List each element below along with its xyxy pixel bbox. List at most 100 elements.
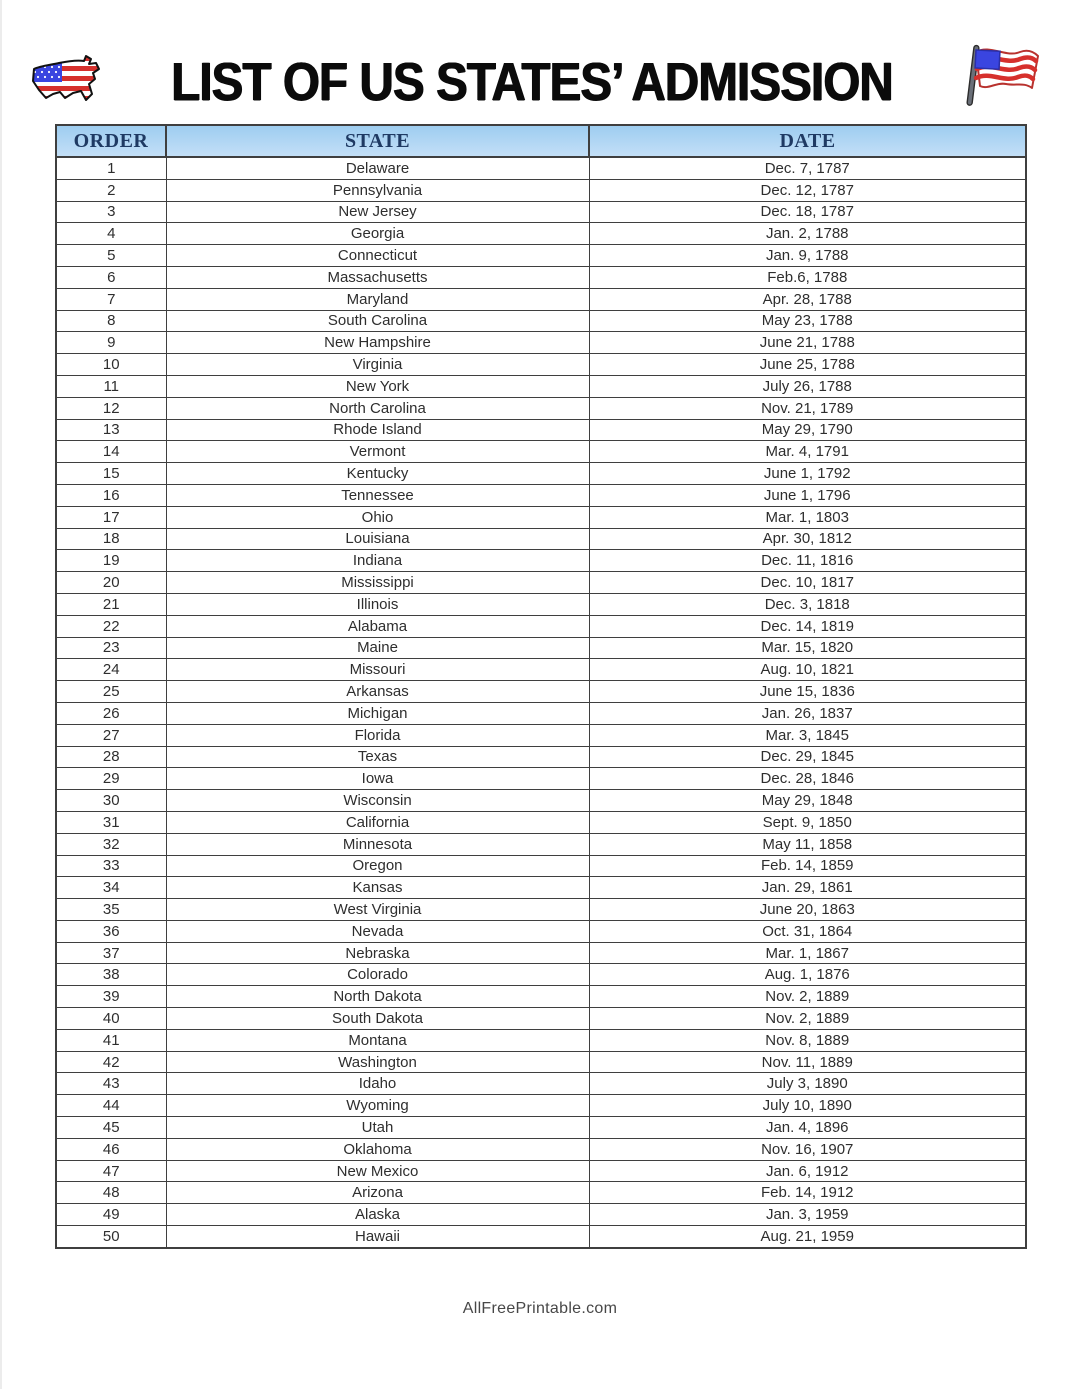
date-cell: Jan. 2, 1788 — [588, 222, 1027, 246]
table-row: 8 South Carolina May 23, 1788 — [55, 309, 1027, 333]
state-cell: New Mexico — [165, 1159, 590, 1183]
date-cell: July 10, 1890 — [588, 1094, 1027, 1118]
table-row: 37 Nebraska Mar. 1, 1867 — [55, 941, 1027, 965]
date-cell: Apr. 30, 1812 — [588, 527, 1027, 551]
date-cell: Dec. 3, 1818 — [588, 592, 1027, 616]
date-cell: Dec. 28, 1846 — [588, 767, 1027, 791]
table-row: 11 New York July 26, 1788 — [55, 374, 1027, 398]
state-cell: Kansas — [165, 876, 590, 900]
state-cell: Oklahoma — [165, 1137, 590, 1161]
states-admission-table: ORDER STATE DATE 1 Delaware Dec. 7, 1787 2 P… — [55, 124, 1027, 1249]
date-cell: Nov. 11, 1889 — [588, 1050, 1027, 1074]
date-cell: Mar. 4, 1791 — [588, 440, 1027, 464]
date-cell: Dec. 29, 1845 — [588, 745, 1027, 769]
date-cell: Nov. 2, 1889 — [588, 1007, 1027, 1030]
order-cell: 29 — [55, 767, 167, 791]
date-cell: Nov. 2, 1889 — [588, 985, 1027, 1009]
order-cell: 26 — [55, 701, 167, 725]
state-cell: Texas — [165, 745, 590, 769]
order-cell: 25 — [55, 680, 167, 703]
table-row: 13 Rhode Island May 29, 1790 — [55, 418, 1027, 442]
order-cell: 46 — [55, 1137, 167, 1161]
order-cell: 3 — [55, 200, 167, 224]
table-row: 31 California Sept. 9, 1850 — [55, 810, 1027, 834]
table-row: 49 Alaska Jan. 3, 1959 — [55, 1203, 1027, 1227]
order-cell: 14 — [55, 440, 167, 464]
date-cell: Feb.6, 1788 — [588, 265, 1027, 289]
table-row: 22 Alabama Dec. 14, 1819 — [55, 614, 1027, 638]
waving-us-flag-icon — [958, 40, 1054, 125]
state-cell: Louisiana — [165, 527, 590, 551]
state-cell: Kentucky — [165, 462, 590, 485]
order-cell: 13 — [55, 418, 167, 442]
date-cell: Mar. 1, 1803 — [588, 505, 1027, 529]
table-row: 30 Wisconsin May 29, 1848 — [55, 789, 1027, 812]
state-cell: North Carolina — [165, 396, 590, 420]
table-row: 3 New Jersey Dec. 18, 1787 — [55, 200, 1027, 224]
order-cell: 30 — [55, 789, 167, 812]
state-cell: Massachusetts — [165, 265, 590, 289]
order-cell: 19 — [55, 549, 167, 573]
order-cell: 16 — [55, 483, 167, 507]
state-cell: Washington — [165, 1050, 590, 1074]
state-cell: Ohio — [165, 505, 590, 529]
order-cell: 18 — [55, 527, 167, 551]
table-row: 40 South Dakota Nov. 2, 1889 — [55, 1007, 1027, 1030]
table-row: 16 Tennessee June 1, 1796 — [55, 483, 1027, 507]
state-cell: Alabama — [165, 614, 590, 638]
footer-site-text: AllFreePrintable.com — [462, 1300, 618, 1317]
date-cell: July 3, 1890 — [588, 1072, 1027, 1096]
date-cell: Nov. 8, 1889 — [588, 1028, 1027, 1052]
table-row: 28 Texas Dec. 29, 1845 — [55, 745, 1027, 769]
table-row: 18 Louisiana Apr. 30, 1812 — [55, 527, 1027, 551]
order-cell: 31 — [55, 810, 167, 834]
state-cell: Georgia — [165, 222, 590, 246]
date-cell: Dec. 7, 1787 — [588, 156, 1027, 180]
table-row: 45 Utah Jan. 4, 1896 — [55, 1116, 1027, 1139]
table-row: 15 Kentucky June 1, 1792 — [55, 462, 1027, 485]
state-cell: Maryland — [165, 287, 590, 311]
date-cell: Aug. 1, 1876 — [588, 963, 1027, 987]
state-cell: Montana — [165, 1028, 590, 1052]
date-cell: Mar. 1, 1867 — [588, 941, 1027, 965]
order-cell: 43 — [55, 1072, 167, 1096]
date-cell: Jan. 4, 1896 — [588, 1116, 1027, 1139]
state-cell: Wyoming — [165, 1094, 590, 1118]
date-cell: May 11, 1858 — [588, 832, 1027, 856]
table-row: 24 Missouri Aug. 10, 1821 — [55, 658, 1027, 682]
date-cell: June 1, 1792 — [588, 462, 1027, 485]
date-cell: Sept. 9, 1850 — [588, 810, 1027, 834]
state-cell: Arkansas — [165, 680, 590, 703]
table-row: 26 Michigan Jan. 26, 1837 — [55, 701, 1027, 725]
table-row: 17 Ohio Mar. 1, 1803 — [55, 505, 1027, 529]
state-cell: Rhode Island — [165, 418, 590, 442]
us-map-flag-icon — [26, 48, 106, 117]
state-cell: New Hampshire — [165, 331, 590, 355]
order-cell: 28 — [55, 745, 167, 769]
order-cell: 34 — [55, 876, 167, 900]
table-row: 43 Idaho July 3, 1890 — [55, 1072, 1027, 1096]
state-cell: Arizona — [165, 1181, 590, 1205]
table-row: 25 Arkansas June 15, 1836 — [55, 680, 1027, 703]
order-cell: 4 — [55, 222, 167, 246]
order-cell: 27 — [55, 723, 167, 747]
table-row: 46 Oklahoma Nov. 16, 1907 — [55, 1137, 1027, 1161]
date-cell: Oct. 31, 1864 — [588, 919, 1027, 943]
table-row: 6 Massachusetts Feb.6, 1788 — [55, 265, 1027, 289]
state-cell: Connecticut — [165, 244, 590, 267]
date-cell: May 29, 1848 — [588, 789, 1027, 812]
table-row: 36 Nevada Oct. 31, 1864 — [55, 919, 1027, 943]
table-row: 50 Hawaii Aug. 21, 1959 — [55, 1225, 1027, 1249]
table-row: 23 Maine Mar. 15, 1820 — [55, 636, 1027, 660]
order-cell: 23 — [55, 636, 167, 660]
order-cell: 15 — [55, 462, 167, 485]
order-cell: 47 — [55, 1159, 167, 1183]
table-row: 42 Washington Nov. 11, 1889 — [55, 1050, 1027, 1074]
state-cell: Michigan — [165, 701, 590, 725]
table-row: 44 Wyoming July 10, 1890 — [55, 1094, 1027, 1118]
order-cell: 22 — [55, 614, 167, 638]
state-cell: Hawaii — [165, 1225, 590, 1249]
date-cell: June 20, 1863 — [588, 898, 1027, 921]
state-cell: Delaware — [165, 156, 590, 180]
order-cell: 5 — [55, 244, 167, 267]
